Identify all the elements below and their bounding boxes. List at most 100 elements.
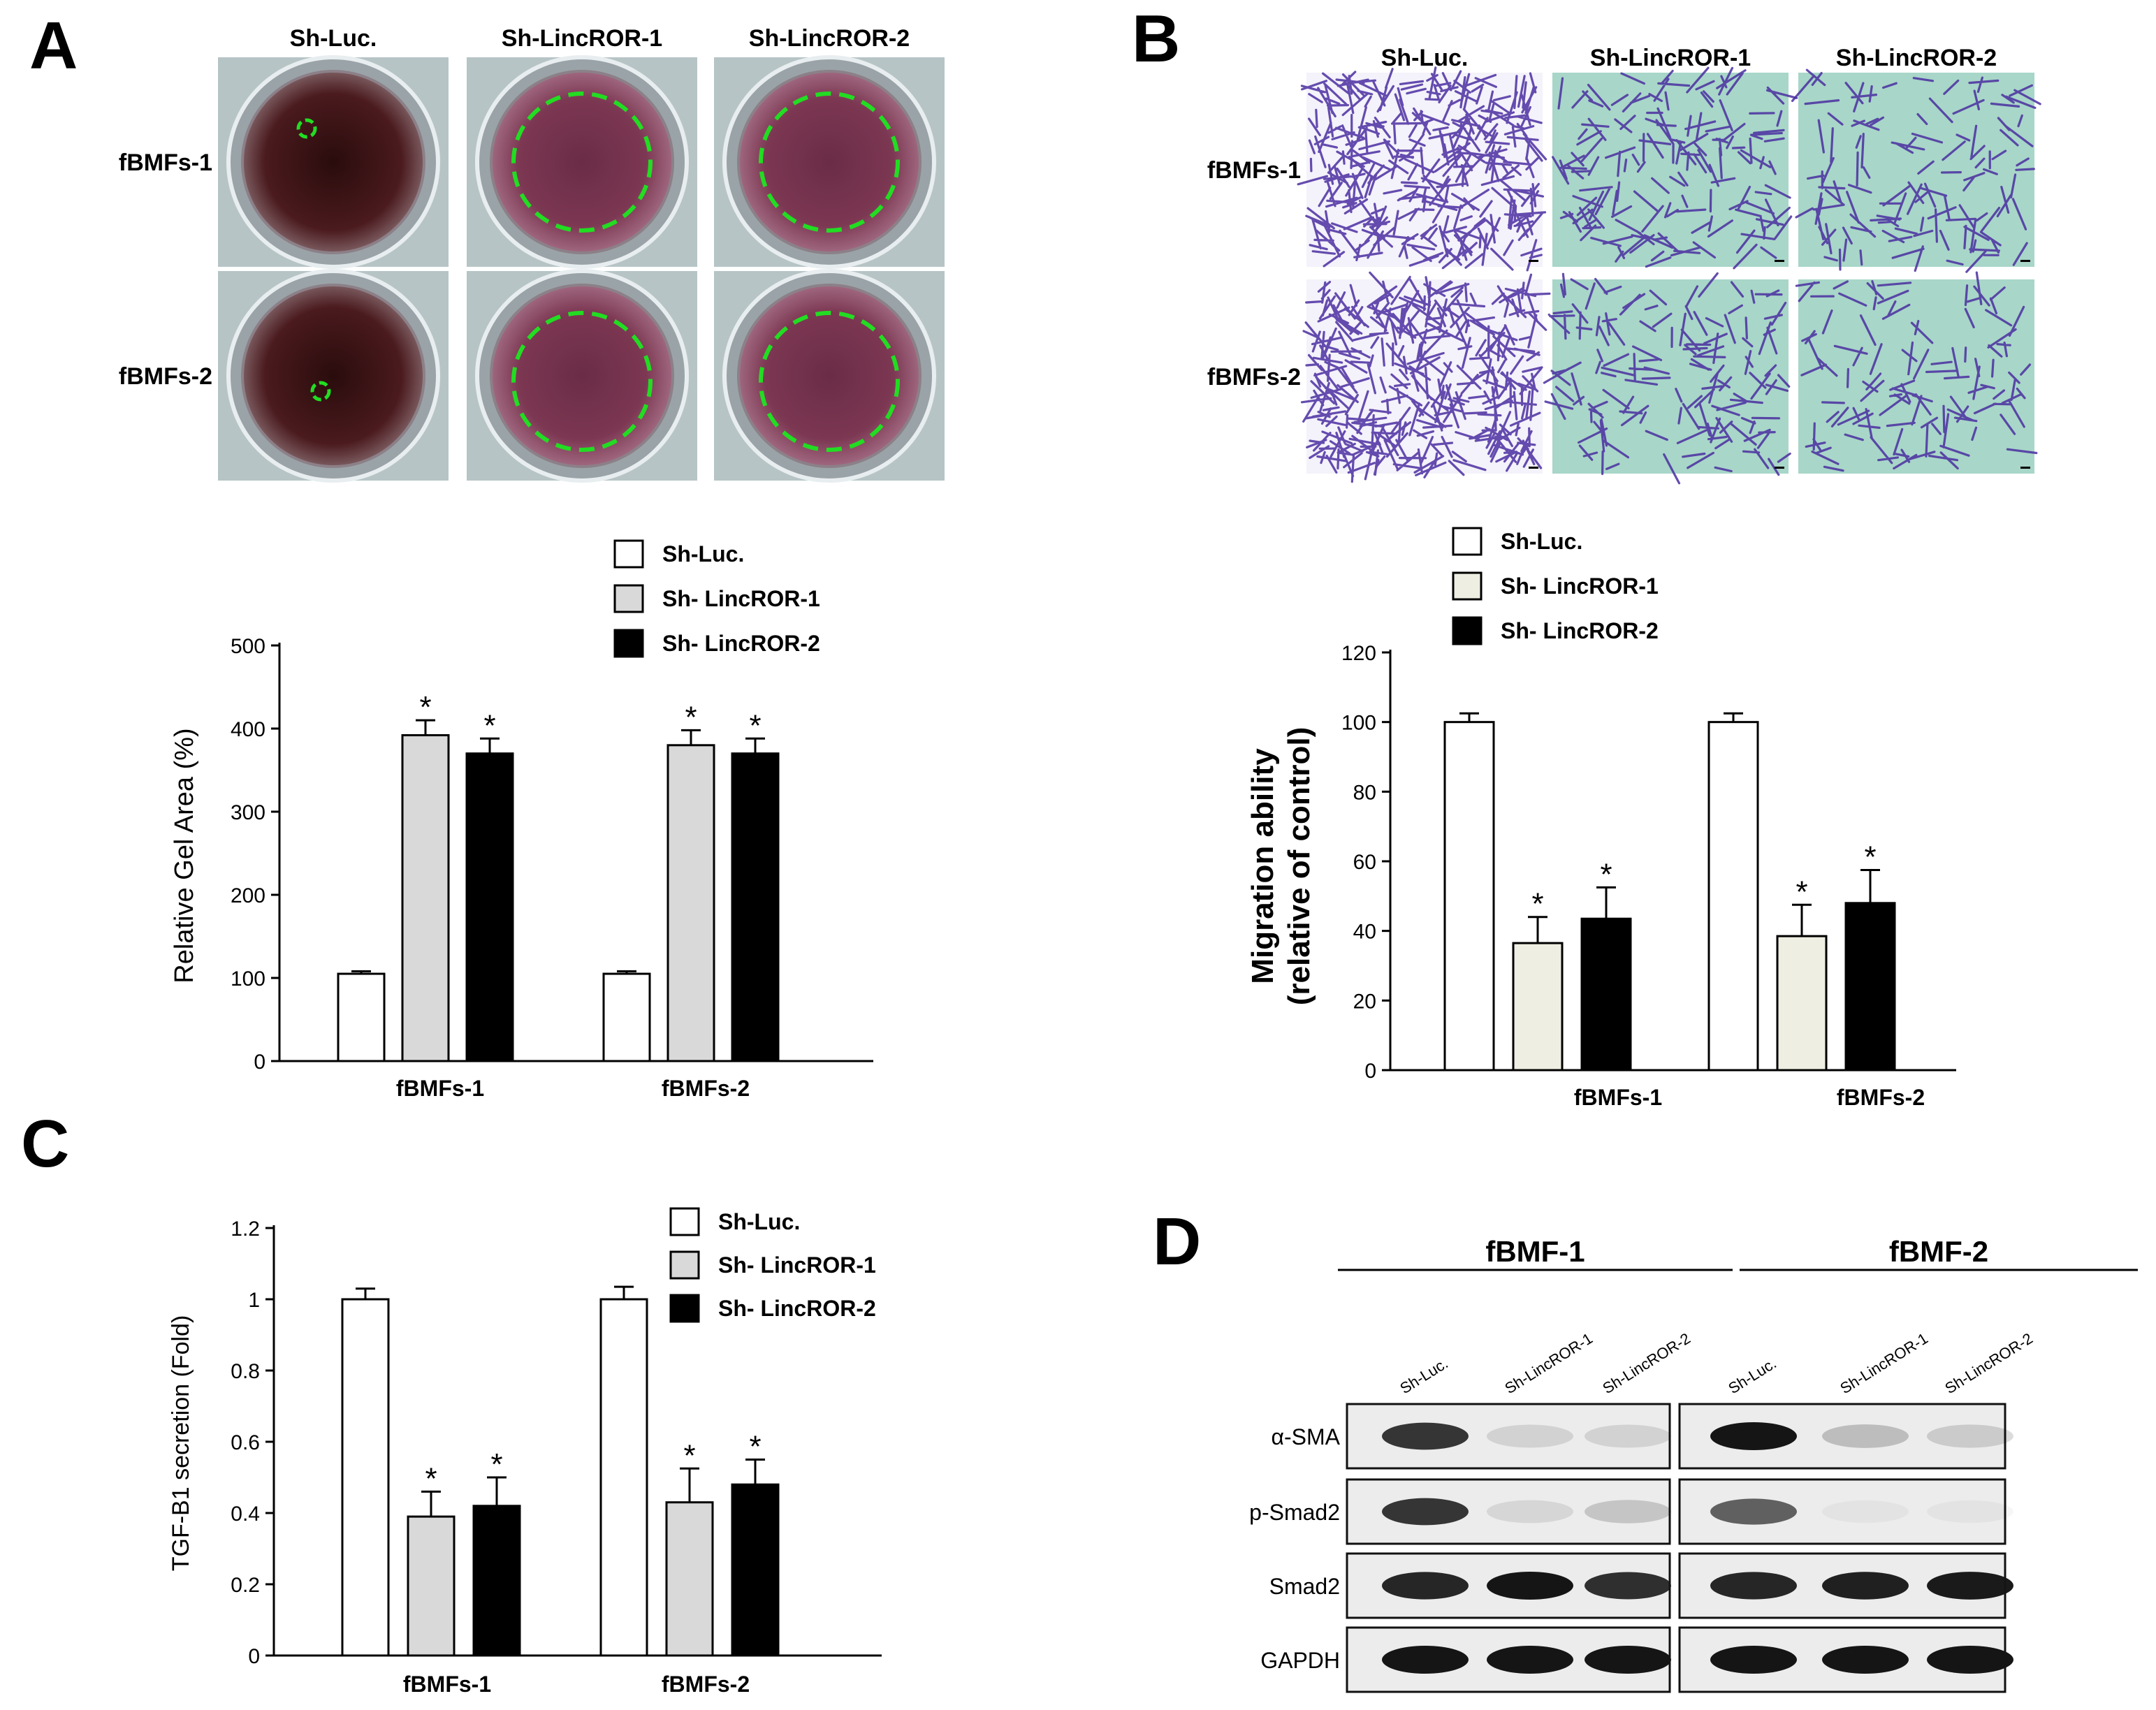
panel-label-c: C xyxy=(21,1106,69,1181)
x-tick-label-fbmfs-1: fBMFs-1 xyxy=(1574,1085,1662,1110)
y-tick-label: 0.4 xyxy=(231,1503,260,1526)
band-sma xyxy=(1585,1424,1671,1448)
band-smad2 xyxy=(1710,1572,1797,1600)
transwell-migration-photos: Sh-Luc. Sh-LincROR-1 Sh-LincROR-2 fBMFs-1 fB… xyxy=(1207,45,2041,485)
x-tick-label-fbmfs-2: fBMFs-2 xyxy=(662,1672,750,1697)
band-sma xyxy=(1822,1424,1909,1448)
lane-label-sh-lincror-2: Sh-LincROR-2 xyxy=(1599,1329,1694,1397)
band-p-smad2 xyxy=(1927,1500,2013,1523)
band-p-smad2 xyxy=(1382,1498,1469,1526)
scale-bar xyxy=(2020,260,2030,262)
bar-sh-luc-fbmfs-1 xyxy=(1443,721,1495,1072)
gel-outline xyxy=(511,311,653,452)
protein-label-smad2: Smad2 xyxy=(1269,1574,1340,1599)
significance-star: * xyxy=(1600,857,1612,891)
y-tick-label: 120 xyxy=(1341,642,1376,665)
stained-cells xyxy=(1297,66,1547,272)
photo-tile xyxy=(1552,73,1789,267)
legend-label-sh-lincror-2: Sh- LincROR-2 xyxy=(662,631,820,656)
legend-label-sh-luc: Sh-Luc. xyxy=(662,541,744,567)
protein-label-sma: α-SMA xyxy=(1272,1424,1341,1449)
col-label-sh-lincror-1: Sh-LincROR-1 xyxy=(1590,45,1751,71)
significance-star: * xyxy=(1531,887,1543,921)
legend-label-sh-luc: Sh-Luc. xyxy=(1501,529,1582,554)
band-p-smad2 xyxy=(1487,1500,1573,1523)
row-label-fbmfs-1: fBMFs-1 xyxy=(119,149,212,176)
significance-star: * xyxy=(749,708,761,743)
band-smad2 xyxy=(1382,1572,1469,1600)
error-bar-sh-lincror-2-fbmfs-2 xyxy=(745,737,765,754)
band-smad2 xyxy=(1487,1572,1573,1600)
band-gapdh xyxy=(1822,1646,1909,1674)
bar-sh-lincror-1-fbmfs-2 xyxy=(667,744,715,1062)
error-bar-sh-lincror-1-fbmfs-2 xyxy=(680,1467,699,1503)
legend-swatch-sh-luc xyxy=(613,539,644,569)
band-smad2 xyxy=(1822,1572,1909,1600)
error-bar-sh-lincror-1-fbmfs-1 xyxy=(421,1490,441,1517)
lane-label-sh-lincror-1: Sh-LincROR-1 xyxy=(1837,1329,1931,1397)
gel-outline xyxy=(296,118,317,139)
bar-sh-lincror-1-fbmfs-1 xyxy=(407,1515,456,1657)
y-axis-label: TGF-B1 secretion (Fold) xyxy=(168,1315,194,1572)
significance-star: * xyxy=(1864,840,1876,874)
significance-star: * xyxy=(419,690,431,724)
y-tick-label: 100 xyxy=(231,967,265,991)
gel-outline xyxy=(759,311,900,452)
protein-label-p-smad2: p-Smad2 xyxy=(1249,1500,1340,1525)
legend-swatch-sh-lincror-1 xyxy=(613,584,644,613)
row-label-fbmfs-2: fBMFs-2 xyxy=(119,363,212,390)
band-gapdh xyxy=(1710,1646,1797,1674)
error-bar-sh-lincror-1-fbmfs-2 xyxy=(1792,903,1812,937)
legend-swatch-sh-lincror-1 xyxy=(669,1250,700,1280)
stained-cells xyxy=(1300,271,1551,483)
significance-star: * xyxy=(483,708,495,743)
x-tick-label-fbmfs-1: fBMFs-1 xyxy=(403,1672,491,1697)
col-label-sh-lincror-1: Sh-LincROR-1 xyxy=(502,25,662,52)
legend-label-sh-luc: Sh-Luc. xyxy=(718,1209,800,1234)
y-tick-label: 100 xyxy=(1341,712,1376,735)
gel-outline xyxy=(511,92,653,233)
x-tick-label-fbmfs-1: fBMFs-1 xyxy=(396,1076,484,1101)
group-label-fbmf-2: fBMF-2 xyxy=(1889,1235,1988,1268)
bar-sh-lincror-2-fbmfs-2 xyxy=(1844,902,1896,1072)
error-bar-sh-lincror-1-fbmfs-2 xyxy=(681,729,701,745)
y-tick-label: 1.2 xyxy=(231,1218,260,1241)
error-bar-sh-lincror-2-fbmfs-1 xyxy=(1596,886,1616,919)
stained-cells xyxy=(1795,271,2038,472)
scale-bar xyxy=(1529,260,1538,262)
photo-tile xyxy=(1552,279,1789,474)
legend-label-sh-lincror-2: Sh- LincROR-2 xyxy=(718,1296,876,1321)
stained-cells xyxy=(1543,272,1791,485)
y-tick-label: 0 xyxy=(248,1645,260,1668)
row-label-fbmfs-1: fBMFs-1 xyxy=(1207,157,1301,184)
gel-outline xyxy=(310,381,331,402)
scale-bar xyxy=(1775,467,1784,469)
col-label-sh-lincror-2: Sh-LincROR-2 xyxy=(1836,45,1997,71)
chart-relative-gel-area: * * fBMFs-1 * * fBMFs-2 0 100 200 300 400 500 Relati… xyxy=(170,539,873,1101)
bar-sh-lincror-1-fbmfs-1 xyxy=(401,734,450,1062)
legend-swatch-sh-lincror-2 xyxy=(669,1294,700,1323)
significance-star: * xyxy=(749,1430,761,1464)
stained-cells xyxy=(1791,68,2041,273)
lane-label-sh-lincror-2: Sh-LincROR-2 xyxy=(1942,1329,2036,1397)
band-smad2 xyxy=(1585,1572,1671,1600)
y-axis-label: (relative of control) xyxy=(1282,727,1316,1006)
bar-sh-luc-fbmfs-2 xyxy=(599,1298,648,1657)
bar-sh-luc-fbmfs-1 xyxy=(341,1298,390,1657)
legend-label-sh-lincror-1: Sh- LincROR-1 xyxy=(718,1252,876,1278)
bar-sh-lincror-2-fbmfs-1 xyxy=(465,752,514,1062)
legend-swatch-sh-lincror-2 xyxy=(1452,616,1483,645)
legend-swatch-sh-lincror-1 xyxy=(1452,571,1483,601)
y-tick-label: 40 xyxy=(1353,921,1376,944)
scale-bar xyxy=(1529,467,1538,469)
band-sma xyxy=(1927,1424,2013,1448)
legend-swatch-sh-luc xyxy=(669,1207,700,1236)
y-tick-label: 400 xyxy=(231,718,265,741)
group-label-fbmf-1: fBMF-1 xyxy=(1485,1235,1585,1268)
error-bar-sh-luc-fbmfs-1 xyxy=(356,1287,375,1299)
panel-label-a: A xyxy=(29,8,78,83)
scale-bar xyxy=(2020,467,2030,469)
y-tick-label: 500 xyxy=(231,635,265,658)
lane-label-sh-lincror-1: Sh-LincROR-1 xyxy=(1501,1329,1596,1397)
protein-label-gapdh: GAPDH xyxy=(1260,1648,1340,1673)
